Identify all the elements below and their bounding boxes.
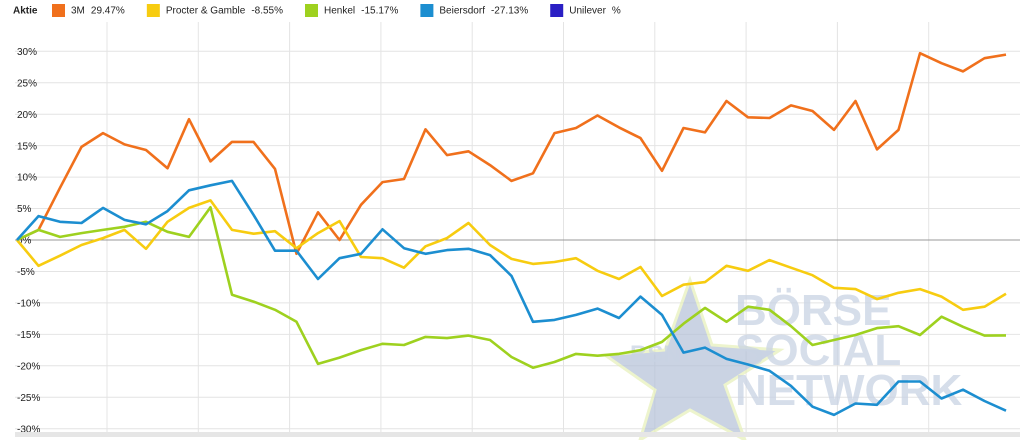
legend-change: -8.55%: [251, 6, 283, 17]
legend-swatch: [146, 4, 160, 17]
y-tick-label: -30%: [17, 424, 40, 435]
legend-swatch: [420, 4, 434, 17]
y-tick-label: 5%: [17, 204, 32, 215]
legend-label: Unilever: [569, 6, 606, 17]
y-tick-label: -15%: [17, 330, 40, 341]
y-tick-label: 15%: [17, 141, 37, 152]
legend-swatch: [550, 4, 564, 17]
legend-label: Beiersdorf: [439, 6, 485, 17]
y-tick-label: 10%: [17, 173, 37, 184]
x-axis-band: [15, 432, 1020, 437]
legend-change: 29.47%: [91, 6, 125, 17]
y-tick-label: 20%: [17, 110, 37, 121]
legend-title: Aktie: [13, 6, 38, 17]
legend-change: -15.17%: [361, 6, 398, 17]
series-line: [16, 199, 1007, 312]
series-line: [16, 206, 1007, 369]
y-tick-label: 25%: [17, 78, 37, 89]
legend-swatch: [305, 4, 318, 17]
legend-change: %: [612, 6, 621, 17]
y-tick-label: -5%: [17, 267, 35, 278]
y-tick-label: 30%: [17, 47, 37, 58]
legend-label: 3M: [71, 6, 85, 17]
y-tick-label: -20%: [17, 361, 40, 372]
series-line: [16, 51, 1007, 256]
legend-label: Henkel: [324, 6, 355, 17]
legend-label: Procter & Gamble: [166, 6, 246, 17]
series-line: [16, 179, 1007, 417]
legend-change: -27.13%: [491, 6, 528, 17]
grid: [15, 22, 1020, 435]
y-tick-label: 0%: [17, 236, 32, 247]
watermark: BSN BÖRSE SOCIAL NETWORK: [600, 275, 963, 440]
y-tick-label: -10%: [17, 299, 40, 310]
y-tick-label: -25%: [17, 393, 40, 404]
legend-swatch: [52, 4, 65, 17]
watermark-line: SOCIAL: [735, 326, 901, 375]
